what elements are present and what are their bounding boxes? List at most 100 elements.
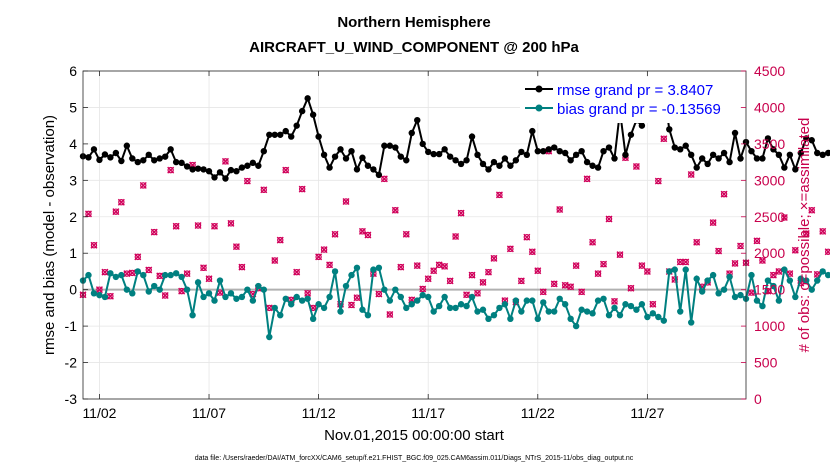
obs-assimilated-stroke-b — [682, 258, 690, 266]
obs-possible-marker — [775, 268, 783, 275]
obs-assimilated-stroke-b — [265, 304, 273, 312]
obs-count-point — [819, 227, 827, 235]
obs-count-point — [506, 245, 514, 253]
obs-count-point — [117, 198, 125, 206]
obs-possible-marker — [649, 301, 657, 308]
rmse-point — [244, 162, 251, 169]
obs-count-point — [342, 197, 350, 205]
rmse-point — [172, 158, 180, 166]
bias-point — [419, 291, 426, 299]
obs-count-point — [172, 222, 180, 230]
rmse-point — [96, 156, 103, 164]
obs-possible-marker — [578, 288, 585, 296]
obs-possible-marker — [638, 262, 646, 269]
obs-possible-marker — [419, 285, 426, 293]
obs-count-point — [484, 268, 492, 276]
rmse-point — [600, 147, 607, 155]
rmse-point — [808, 137, 815, 144]
obs-assimilated-stroke-b — [534, 267, 542, 275]
bias-point — [441, 293, 448, 301]
obs-count-point — [331, 230, 339, 238]
bias-point — [819, 268, 826, 275]
rmse-point — [704, 160, 711, 168]
bias-point — [129, 290, 136, 297]
rmse-point — [507, 162, 514, 169]
obs-assimilated-stroke-b — [161, 292, 169, 299]
bias-point — [523, 297, 531, 304]
y-axis-label-right: # of obs: o=possible; ×=assimilated — [796, 118, 813, 353]
bias-point — [512, 297, 520, 304]
rmse-point — [424, 148, 432, 156]
obs-count-point — [205, 275, 213, 283]
y-tick-label: -3 — [65, 391, 78, 407]
bias-point — [298, 297, 306, 304]
obs-assimilated-stroke-b — [550, 280, 558, 288]
rmse-point — [501, 155, 509, 162]
bias-point — [293, 293, 300, 301]
obs-possible-marker — [770, 271, 777, 279]
rmse-point — [479, 160, 487, 168]
obs-assimilated-stroke-b — [326, 261, 334, 269]
obs-count-point — [150, 228, 158, 236]
rmse-point — [572, 151, 580, 159]
obs-count-point — [753, 237, 761, 245]
obs-possible-marker — [90, 242, 98, 249]
obs-count-point — [824, 248, 830, 256]
obs-count-point — [380, 175, 388, 183]
obs-assimilated-stroke-b — [605, 215, 613, 223]
obs-possible-marker — [315, 253, 322, 261]
bias-point — [748, 271, 755, 279]
obs-count-point — [347, 301, 355, 309]
obs-possible-marker — [238, 263, 246, 271]
obs-possible-marker — [589, 239, 596, 246]
obs-assimilated-stroke-b — [178, 287, 186, 295]
bias-point — [222, 293, 229, 301]
bias-point — [567, 315, 574, 323]
obs-count-point — [156, 272, 164, 280]
rmse-point — [227, 166, 235, 174]
obs-count-point — [320, 246, 328, 254]
obs-count-point — [112, 208, 120, 216]
obs-count-point — [243, 177, 251, 185]
obs-possible-marker — [424, 275, 432, 282]
y-right-tick-label: 1000 — [754, 318, 785, 334]
rmse-point — [753, 155, 761, 162]
rmse-point — [474, 151, 481, 159]
obs-count-point — [441, 262, 449, 270]
obs-possible-marker — [627, 285, 635, 292]
obs-count-point — [271, 257, 279, 265]
obs-possible-marker — [720, 190, 728, 198]
bias-point — [123, 286, 131, 293]
obs-assimilated-stroke-b — [172, 222, 180, 230]
bias-point — [331, 268, 339, 275]
obs-count-point — [474, 289, 482, 297]
obs-possible-marker — [386, 311, 394, 318]
rmse-point — [556, 147, 563, 155]
obs-count-point — [326, 261, 334, 269]
chart-title: Northern Hemisphere — [337, 14, 490, 31]
rmse-point — [342, 155, 350, 162]
obs-count-point — [200, 264, 208, 272]
obs-possible-marker — [605, 215, 613, 223]
obs-possible-marker — [507, 245, 514, 253]
rmse-point — [605, 144, 613, 151]
obs-assimilated-stroke-b — [216, 289, 224, 297]
rmse-point — [370, 166, 377, 173]
bias-point — [786, 277, 794, 284]
obs-assimilated-stroke-b — [632, 162, 640, 170]
obs-assimilated-stroke-b — [353, 294, 361, 302]
rmse-point — [671, 144, 678, 151]
rmse-point — [452, 157, 459, 164]
bias-point — [605, 311, 613, 319]
x-tick-label: 11/17 — [411, 405, 445, 421]
obs-possible-marker — [529, 248, 536, 255]
rmse-point — [457, 160, 465, 168]
bias-point — [479, 306, 487, 313]
obs-assimilated-stroke-b — [556, 205, 564, 213]
bias-point — [677, 308, 684, 315]
obs-assimilated-stroke-b — [347, 301, 355, 309]
obs-count-point — [468, 271, 476, 279]
rmse-point — [518, 148, 525, 156]
obs-assimilated-stroke-b — [660, 135, 668, 143]
obs-count-point — [605, 215, 613, 223]
